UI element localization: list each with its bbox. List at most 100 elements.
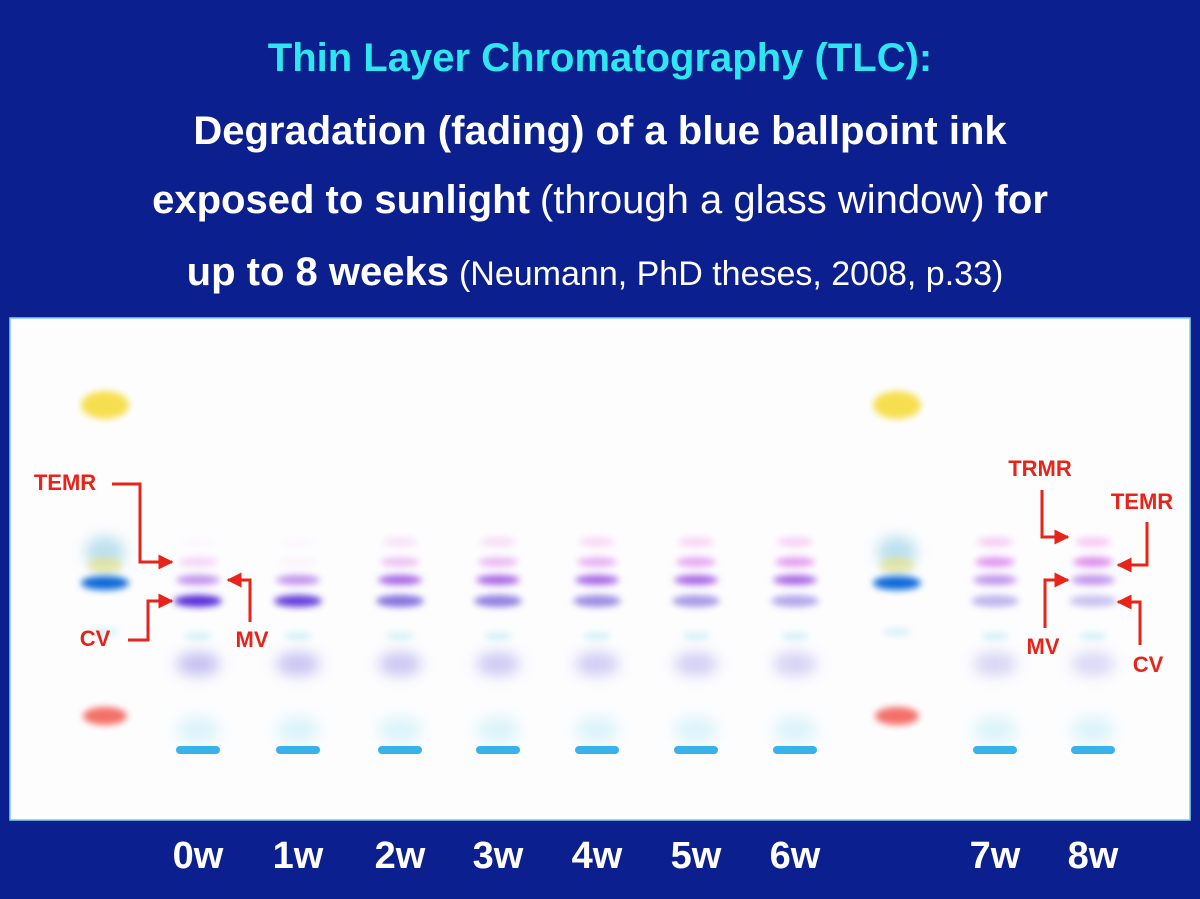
annotation: TRMR: [1008, 456, 1072, 481]
spot: [174, 595, 222, 607]
origin-band: [276, 746, 320, 754]
spot: [484, 632, 512, 640]
origin-band: [674, 746, 718, 754]
lane-label: 6w: [770, 835, 821, 877]
spot: [87, 557, 123, 573]
spot: [771, 595, 819, 607]
spot: [672, 595, 720, 607]
text: (through a glass window): [539, 178, 985, 222]
spot: [376, 595, 424, 607]
annotation: MV: [236, 627, 269, 652]
spot: [674, 652, 718, 676]
spot: [284, 632, 312, 640]
lane-label: 5w: [671, 835, 722, 877]
spot: [579, 537, 615, 547]
spot: [274, 595, 322, 607]
spot: [476, 716, 520, 744]
spot: [678, 537, 714, 547]
annotation: CV: [80, 626, 111, 651]
spot: [476, 575, 520, 585]
spot: [879, 557, 915, 573]
spot: [180, 537, 216, 547]
spot: [977, 537, 1013, 547]
spot: [382, 537, 418, 547]
spot: [873, 576, 921, 590]
spot: [973, 652, 1017, 676]
arrow: [112, 482, 174, 570]
title-line: up to 8 weeks (Neumann, PhD theses, 2008,…: [0, 242, 1200, 304]
origin-band: [1071, 746, 1115, 754]
lane-label: 4w: [572, 835, 623, 877]
spot: [682, 632, 710, 640]
spot: [378, 575, 422, 585]
annotation: MV: [1027, 634, 1060, 659]
spot: [378, 652, 422, 676]
spot: [573, 595, 621, 607]
arrow: [226, 572, 252, 622]
origin-band: [575, 746, 619, 754]
spot: [386, 632, 414, 640]
text: up to 8 weeks: [186, 250, 449, 294]
text: for: [994, 178, 1048, 222]
origin-band: [973, 746, 1017, 754]
annotation: TEMR: [34, 470, 96, 495]
spot: [975, 557, 1015, 567]
annotation: TEMR: [1111, 489, 1173, 514]
spot: [1069, 595, 1117, 607]
title-line: Thin Layer Chromatography (TLC):: [267, 36, 933, 80]
lane-label: 3w: [473, 835, 524, 877]
spot: [280, 537, 316, 547]
arrow: [128, 593, 174, 642]
spot: [781, 632, 809, 640]
title-line: exposed to sunlight (through a glass wind…: [0, 170, 1200, 230]
spot: [184, 632, 212, 640]
spot: [775, 557, 815, 567]
plate: [9, 317, 1191, 821]
spot: [476, 652, 520, 676]
spot: [176, 716, 220, 744]
spot: [278, 557, 318, 567]
lane-label: 2w: [375, 835, 426, 877]
spot: [883, 628, 911, 636]
spot: [1075, 537, 1111, 547]
spot: [276, 652, 320, 676]
spot: [1071, 575, 1115, 585]
spot: [674, 716, 718, 744]
spot: [1073, 557, 1113, 567]
spot: [83, 707, 127, 725]
lane-label: 8w: [1068, 835, 1119, 877]
spot: [676, 557, 716, 567]
spot: [971, 595, 1019, 607]
spot: [1071, 652, 1115, 676]
spot: [981, 632, 1009, 640]
spot: [480, 537, 516, 547]
spot: [176, 652, 220, 676]
lane-label: 0w: [173, 835, 224, 877]
spot: [777, 537, 813, 547]
spot: [773, 575, 817, 585]
spot: [276, 575, 320, 585]
spot: [773, 652, 817, 676]
spot: [575, 716, 619, 744]
origin-band: [773, 746, 817, 754]
origin-band: [176, 746, 220, 754]
spot: [575, 575, 619, 585]
spot: [178, 557, 218, 567]
spot: [873, 391, 921, 419]
spot: [276, 716, 320, 744]
spot: [176, 575, 220, 585]
origin-band: [378, 746, 422, 754]
origin-band: [476, 746, 520, 754]
spot: [378, 716, 422, 744]
spot: [973, 575, 1017, 585]
spot: [583, 632, 611, 640]
spot: [875, 707, 919, 725]
text: exposed to sunlight: [152, 178, 530, 222]
spot: [773, 716, 817, 744]
annotation: CV: [1133, 652, 1164, 677]
lane-label: 1w: [273, 835, 324, 877]
lane-label: 7w: [970, 835, 1021, 877]
spot: [81, 576, 129, 590]
